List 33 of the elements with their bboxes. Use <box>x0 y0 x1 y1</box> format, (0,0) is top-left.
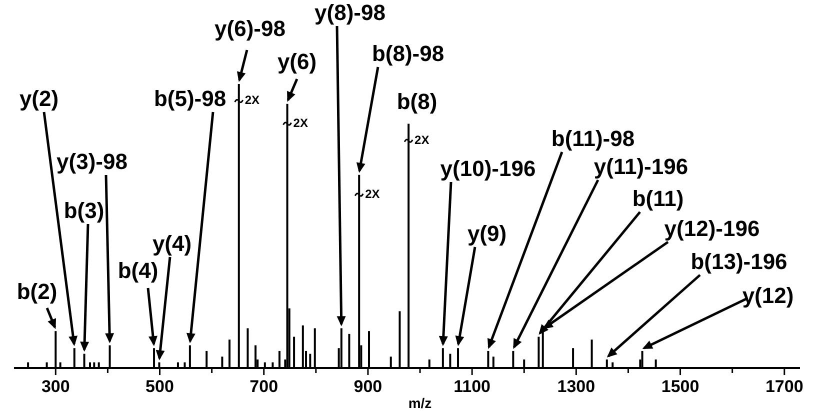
annotation: y(10)-196 <box>440 156 536 181</box>
annotation: y(9) <box>467 220 507 246</box>
annotation: b(11)-98 <box>551 126 635 151</box>
annotation: b(3) <box>64 198 104 223</box>
annotation: b(5)-98 <box>154 86 226 111</box>
annotation: y(8)-98 <box>314 0 386 25</box>
annotation: y(11)-196 <box>594 154 688 179</box>
annotation: y(3)-98 <box>56 148 128 174</box>
annotation: 2X <box>414 132 430 147</box>
annotation: y(4) <box>152 230 192 256</box>
annotation: b(8)-98 <box>372 40 444 66</box>
annotation: b(11) <box>632 186 684 211</box>
x-tick-label: 300 <box>41 377 70 396</box>
annotation: 2X <box>244 93 260 108</box>
annotation: 2X <box>293 116 308 130</box>
annotation: y(12) <box>742 282 794 308</box>
annotation: y(2) <box>19 86 59 111</box>
x-tick-label: 900 <box>354 377 382 396</box>
x-tick-label: 1300 <box>557 377 596 396</box>
x-tick-label: 500 <box>146 377 174 396</box>
x-axis-title: m/z <box>408 395 432 411</box>
annotation: 2X <box>365 186 380 201</box>
annotation: b(4) <box>118 258 158 283</box>
x-tick-label: 700 <box>250 377 278 396</box>
x-tick-label: 1500 <box>661 377 700 396</box>
annotation: b(2) <box>16 278 58 304</box>
annotation: y(12)-196 <box>664 216 760 241</box>
annotation: y(6) <box>277 48 317 74</box>
x-tick-label: 1700 <box>765 377 804 396</box>
annotation: b(8) <box>396 88 438 114</box>
annotation: b(13)-196 <box>690 248 788 274</box>
annotation: y(6)-98 <box>214 16 286 41</box>
x-tick-label: 1100 <box>454 377 491 396</box>
